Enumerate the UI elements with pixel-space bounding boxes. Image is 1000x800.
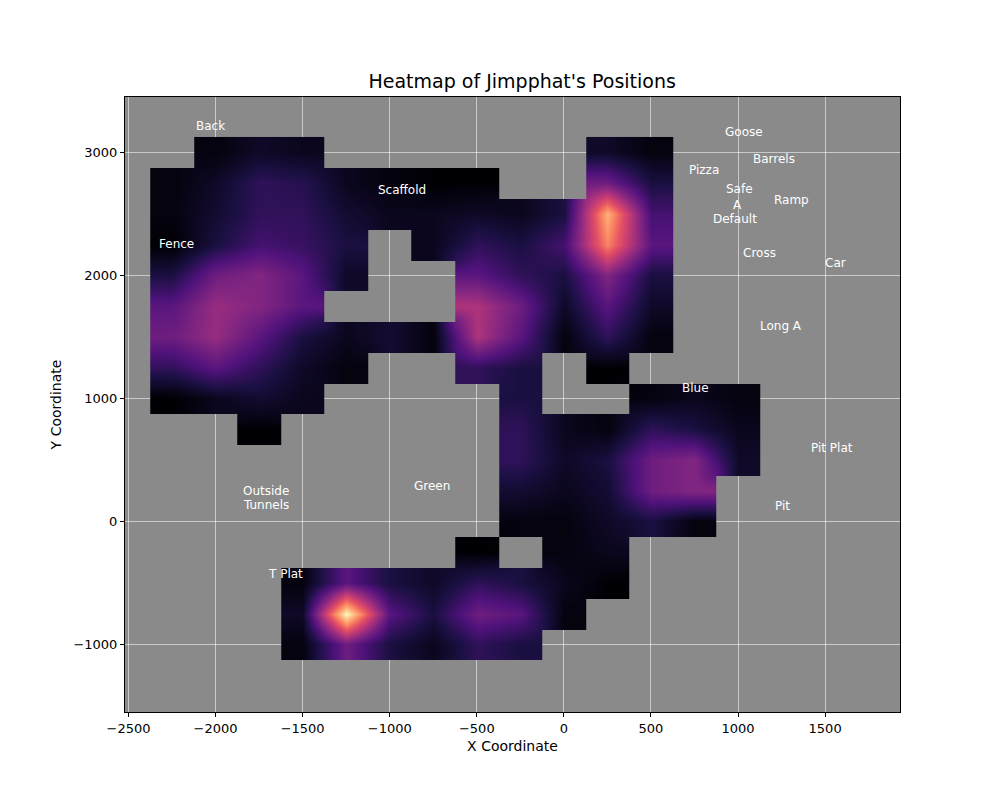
svg-text:Pizza: Pizza [689,163,719,177]
svg-text:Goose: Goose [725,125,763,139]
svg-text:Blue: Blue [682,381,709,395]
svg-text:−500: −500 [459,721,495,736]
svg-text:−1500: −1500 [281,721,325,736]
svg-text:Y Coordinate: Y Coordinate [48,360,64,451]
svg-text:Outside: Outside [243,484,289,498]
svg-text:Safe: Safe [726,182,753,196]
svg-text:Tunnels: Tunnels [243,498,289,512]
svg-text:Green: Green [414,479,450,493]
svg-text:−1000: −1000 [73,637,117,652]
svg-text:1000: 1000 [721,721,754,736]
svg-text:0: 0 [560,721,568,736]
svg-text:Pit Plat: Pit Plat [811,441,853,455]
svg-text:Default: Default [713,212,757,226]
svg-text:−2500: −2500 [106,721,150,736]
svg-text:−2000: −2000 [194,721,238,736]
svg-text:2000: 2000 [84,268,117,283]
svg-text:Ramp: Ramp [774,193,809,207]
svg-text:3000: 3000 [84,145,117,160]
svg-text:Scaffold: Scaffold [378,183,426,197]
svg-text:−1000: −1000 [368,721,412,736]
svg-text:Fence: Fence [159,237,194,251]
svg-text:Heatmap of Jimpphat's Position: Heatmap of Jimpphat's Positions [369,70,676,92]
svg-text:T Plat: T Plat [268,567,303,581]
svg-text:1000: 1000 [84,391,117,406]
svg-text:Back: Back [196,119,225,133]
svg-text:Pit: Pit [775,499,790,513]
svg-text:1500: 1500 [809,721,842,736]
svg-text:Barrels: Barrels [753,152,795,166]
svg-text:X Coordinate: X Coordinate [467,738,558,754]
svg-text:Long A: Long A [760,319,802,333]
svg-text:Car: Car [825,256,846,270]
svg-text:0: 0 [109,514,117,529]
svg-text:A: A [733,198,742,212]
svg-text:500: 500 [639,721,664,736]
svg-text:Cross: Cross [743,246,776,260]
